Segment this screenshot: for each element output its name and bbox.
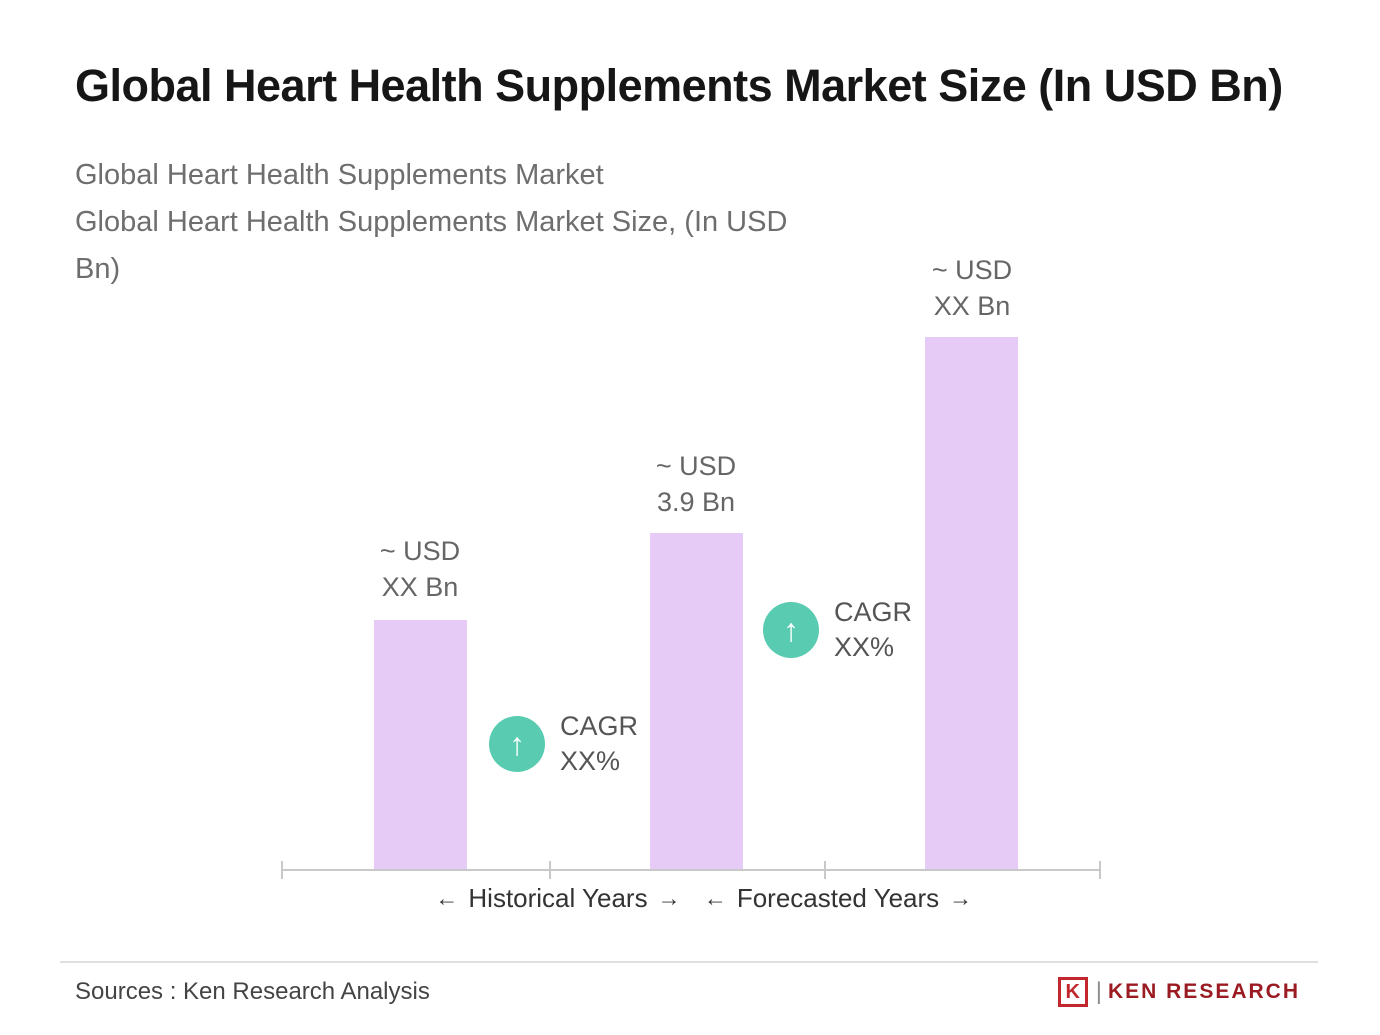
cagr-label: CAGR XX% — [560, 711, 639, 776]
x-axis-segment-forecasted: ← Forecasted Years → — [688, 883, 988, 914]
x-axis-line — [281, 869, 1100, 871]
up-arrow-glyph: ↑ — [509, 726, 525, 762]
cagr-annotation: ↑ CAGR XX% — [489, 709, 638, 779]
bar — [374, 620, 467, 870]
bar — [650, 533, 743, 870]
bar-value-label: ~ USD XX Bn — [379, 536, 461, 602]
ken-research-logo-mark: K — [1057, 977, 1088, 1007]
chart-subtitle-line1: Global Heart Health Supplements Market — [75, 159, 604, 191]
x-axis-segment-historical: ← Historical Years → — [408, 883, 708, 914]
bar-value-label: ~ USD XX Bn — [931, 255, 1013, 321]
x-axis-segment-label: Historical Years — [468, 883, 648, 913]
sources-text: Sources : Ken Research Analysis — [75, 978, 430, 1005]
logo-letter: K — [1065, 980, 1080, 1003]
cagr-up-arrow-icon: ↑ — [763, 602, 819, 658]
up-arrow-glyph: ↑ — [783, 612, 799, 648]
right-arrow-icon: → — [657, 885, 681, 911]
page-title: Global Heart Health Supplements Market S… — [75, 60, 1283, 111]
footer-divider — [60, 961, 1318, 963]
ken-research-logo: K | KEN RESEARCH — [1057, 977, 1300, 1007]
x-axis-tick — [1099, 861, 1101, 879]
left-arrow-icon: ← — [703, 885, 727, 911]
x-axis-tick — [549, 861, 551, 879]
x-axis-tick — [281, 861, 283, 879]
x-axis-tick — [824, 861, 826, 879]
right-arrow-icon: → — [949, 885, 973, 911]
logo-separator: | — [1095, 978, 1102, 1005]
left-arrow-icon: ← — [435, 885, 459, 911]
cagr-up-arrow-icon: ↑ — [489, 716, 545, 772]
bar — [925, 337, 1018, 870]
cagr-label: CAGR XX% — [834, 597, 913, 662]
chart-subtitle-line2: Global Heart Health Supplements Market S… — [75, 206, 788, 285]
bar-value-label: ~ USD 3.9 Bn — [655, 451, 737, 517]
ken-research-logo-text: KEN RESEARCH — [1107, 980, 1300, 1003]
x-axis-segment-label: Forecasted Years — [736, 883, 940, 913]
cagr-annotation: ↑ CAGR XX% — [763, 595, 912, 665]
